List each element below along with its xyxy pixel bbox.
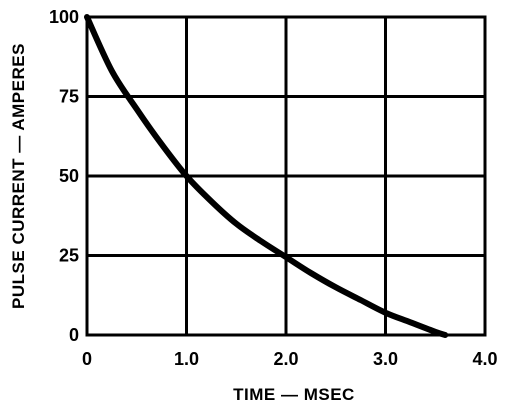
y-tick-label: 75: [59, 87, 79, 107]
grid: [85, 15, 487, 337]
x-tick-label: 1.0: [174, 349, 199, 369]
y-tick-label: 100: [49, 7, 79, 27]
x-axis-label: TIME — MSEC: [233, 385, 355, 404]
x-tick-label: 3.0: [373, 349, 398, 369]
x-tick-label: 4.0: [472, 349, 497, 369]
tick-labels: 0 1.0 2.0 3.0 4.0 0 25 50 75 100: [49, 7, 498, 369]
series-line: [84, 14, 449, 338]
y-axis-label: PULSE CURRENT — AMPERES: [9, 43, 28, 309]
x-tick-label: 0: [82, 349, 92, 369]
x-tick-label: 2.0: [273, 349, 298, 369]
y-tick-label: 25: [59, 246, 79, 266]
y-tick-label: 0: [69, 325, 79, 345]
plot-frame: [85, 15, 487, 337]
y-tick-label: 50: [59, 166, 79, 186]
